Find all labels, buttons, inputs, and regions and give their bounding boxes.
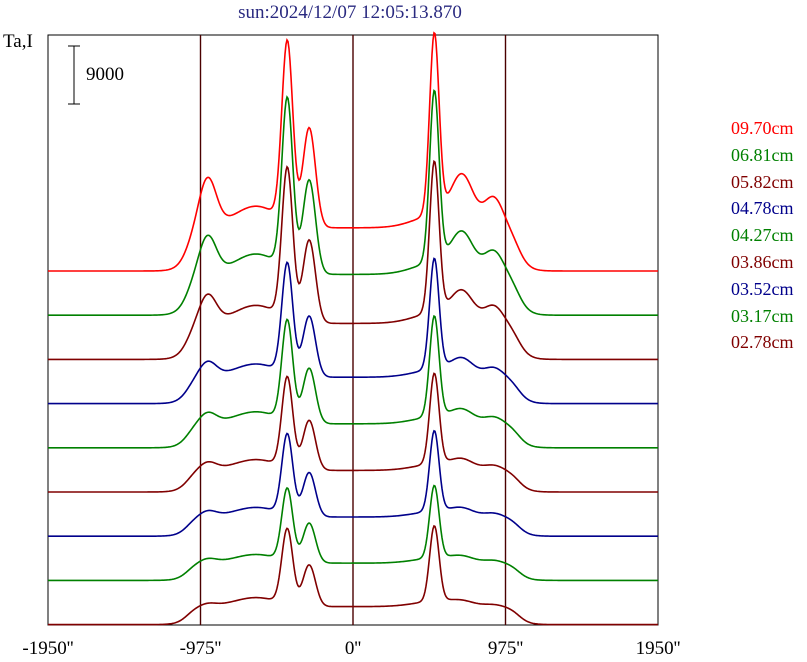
series-line xyxy=(48,314,658,449)
x-tick-label: -975'' xyxy=(180,638,222,659)
legend-entry: 04.27cm xyxy=(731,225,794,246)
series-line xyxy=(48,484,658,582)
series-line xyxy=(48,524,658,626)
legend-entry: 02.78cm xyxy=(731,332,794,353)
series-line xyxy=(48,31,658,272)
legend-entry: 09.70cm xyxy=(731,118,794,138)
legend-entry: 04.78cm xyxy=(731,198,794,219)
x-tick-label: 975'' xyxy=(488,638,523,659)
series-line xyxy=(48,429,658,537)
x-tick-label: 0'' xyxy=(345,638,361,659)
chart-title: sun:2024/12/07 12:05:13.870 xyxy=(238,2,462,23)
y-axis-label: Ta,I xyxy=(3,31,33,52)
legend-entry: 03.52cm xyxy=(731,278,794,299)
series-line xyxy=(48,372,658,493)
x-tick-label: -1950'' xyxy=(22,638,73,659)
x-tick-label: 1950'' xyxy=(636,638,681,659)
series-line xyxy=(48,257,658,405)
legend-entry: 06.81cm xyxy=(731,144,794,165)
scale-bar-label: 9000 xyxy=(86,64,124,85)
legend-entry: 05.82cm xyxy=(731,171,794,192)
legend-entry: 03.86cm xyxy=(731,252,794,272)
series-line xyxy=(48,159,658,361)
legend-entry: 03.17cm xyxy=(731,305,794,326)
series-line xyxy=(48,89,658,316)
